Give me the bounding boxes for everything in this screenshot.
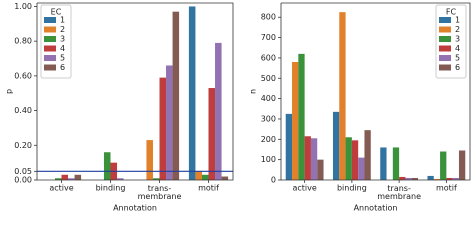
y-tick-label: 200 bbox=[261, 135, 276, 144]
legend-swatch bbox=[44, 55, 56, 61]
figure: 0.000.05 0.20 0.40 0.60 0.80 1.00 active bindin… bbox=[5, 2, 471, 213]
y-tick-label: 0.00 bbox=[14, 176, 32, 185]
bar bbox=[358, 157, 365, 180]
bar bbox=[68, 178, 75, 180]
bar bbox=[208, 88, 216, 180]
x-tick-label: binding bbox=[337, 184, 367, 193]
bar bbox=[159, 77, 167, 180]
bar bbox=[292, 62, 299, 180]
x-tick-label: active bbox=[49, 184, 73, 193]
legend-swatch bbox=[44, 64, 56, 71]
y-tick-label: 0 bbox=[271, 176, 276, 185]
legend-label: 3 bbox=[455, 35, 460, 44]
bar bbox=[399, 176, 406, 180]
y-tick-label: 600 bbox=[261, 53, 276, 62]
legend-swatch bbox=[439, 17, 451, 23]
legend-label: 3 bbox=[60, 35, 65, 44]
bar bbox=[117, 178, 124, 180]
bar bbox=[215, 42, 222, 180]
y-tick-label: 0.80 bbox=[14, 37, 32, 46]
page: {"chart_data": [ {"type": "bar", "y_labe… bbox=[4, 1, 471, 213]
legend-swatch bbox=[44, 17, 56, 23]
legend-swatch bbox=[439, 26, 451, 33]
x-axis-label: Annotation bbox=[113, 204, 157, 213]
bar bbox=[103, 152, 111, 180]
bar bbox=[345, 137, 352, 180]
x-tick-label: binding bbox=[96, 184, 126, 193]
legend-label: 1 bbox=[60, 16, 65, 25]
y-tick-label: 0.20 bbox=[14, 141, 32, 150]
bar bbox=[74, 174, 82, 180]
bar bbox=[458, 150, 466, 180]
x-tick-label: trans-membrane bbox=[377, 184, 421, 201]
y-tick-label: 0.40 bbox=[14, 106, 32, 115]
x-tick-label: trans-membrane bbox=[138, 184, 182, 201]
legend-title: EC bbox=[51, 8, 62, 17]
legend-label: 1 bbox=[455, 16, 460, 25]
y-tick-label: 500 bbox=[261, 74, 276, 83]
legend-label: 6 bbox=[455, 63, 460, 72]
legend-title: FC bbox=[446, 8, 457, 17]
bar bbox=[411, 177, 419, 180]
bar bbox=[201, 174, 209, 180]
bar bbox=[304, 136, 311, 180]
bar bbox=[221, 176, 229, 180]
bar bbox=[195, 171, 202, 180]
bar bbox=[172, 11, 180, 181]
bar bbox=[298, 53, 305, 180]
y-tick-label: 0.60 bbox=[14, 71, 32, 80]
legend-label: 4 bbox=[60, 44, 65, 53]
legend-swatch bbox=[439, 64, 451, 71]
legend-label: 5 bbox=[60, 54, 65, 63]
bar bbox=[166, 65, 173, 180]
bar bbox=[285, 113, 293, 180]
axes-frame bbox=[280, 2, 471, 181]
y-tick-label: 800 bbox=[261, 13, 276, 22]
bar bbox=[364, 130, 371, 180]
y-axis-label: n bbox=[249, 89, 258, 94]
bar bbox=[405, 177, 412, 180]
legend-swatch bbox=[44, 36, 56, 42]
x-tick-label: active bbox=[292, 184, 316, 193]
bar bbox=[152, 178, 160, 180]
legend-swatch bbox=[439, 55, 451, 61]
y-tick-label: 700 bbox=[261, 33, 276, 42]
y-tick-label: 0.05 bbox=[14, 167, 32, 176]
x-tick-label: motif bbox=[436, 184, 457, 193]
y-axis-label: p bbox=[5, 89, 14, 94]
bar bbox=[452, 177, 459, 180]
y-tick-label: 1.00 bbox=[14, 2, 32, 11]
bar bbox=[317, 159, 324, 180]
legend-label: 2 bbox=[455, 25, 460, 34]
legend-swatch bbox=[44, 45, 56, 52]
bar bbox=[380, 147, 387, 180]
bar bbox=[351, 140, 359, 180]
legend-label: 2 bbox=[60, 25, 65, 34]
legend-swatch bbox=[439, 36, 451, 42]
legend-swatch bbox=[439, 45, 451, 52]
x-axis-label: Annotation bbox=[354, 204, 398, 213]
bar bbox=[440, 151, 447, 180]
legend-label: 6 bbox=[60, 63, 65, 72]
legend-label: 5 bbox=[455, 54, 460, 63]
bar bbox=[446, 177, 453, 180]
bar bbox=[61, 174, 69, 180]
bar bbox=[188, 6, 196, 181]
bar bbox=[332, 111, 340, 180]
x-tick-label: motif bbox=[198, 184, 219, 193]
bar bbox=[427, 175, 434, 180]
legend-label: 4 bbox=[455, 44, 460, 53]
legend-swatch bbox=[44, 26, 56, 33]
bar bbox=[146, 140, 153, 180]
y-tick-label: 300 bbox=[261, 114, 276, 123]
bar bbox=[339, 12, 346, 181]
axes-frame bbox=[36, 2, 234, 181]
bar bbox=[310, 138, 318, 180]
bar bbox=[392, 147, 400, 180]
bar bbox=[433, 178, 441, 180]
bar bbox=[54, 178, 62, 180]
y-tick-label: 100 bbox=[261, 155, 276, 164]
y-tick-label: 400 bbox=[261, 94, 276, 103]
